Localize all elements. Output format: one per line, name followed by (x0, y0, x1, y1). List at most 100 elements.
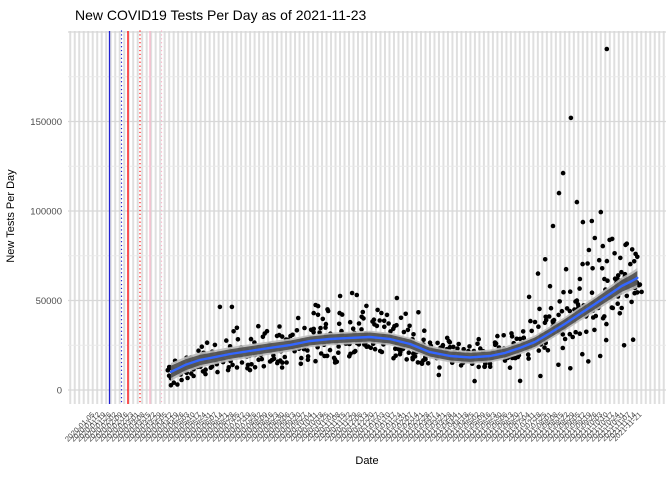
scatter-point (630, 337, 636, 343)
scatter-point (447, 344, 453, 350)
scatter-point (284, 360, 289, 365)
event-lines (108, 30, 163, 405)
scatter-point (574, 199, 580, 205)
scatter-point (245, 362, 251, 368)
scatter-point (603, 337, 609, 343)
scatter-point (249, 362, 254, 367)
scatter-point (585, 261, 590, 266)
scatter-point (584, 329, 589, 335)
scatter-point (252, 365, 258, 370)
scatter-point (354, 292, 360, 298)
scatter-point (323, 321, 329, 327)
scatter-point (264, 328, 270, 334)
scatter-point (610, 305, 616, 311)
scatter-point (467, 344, 472, 349)
scatter-point (476, 364, 482, 370)
scatter-point (529, 328, 534, 334)
scatter-point (259, 356, 265, 362)
scatter-point (501, 333, 507, 338)
scatter-point (185, 375, 190, 381)
scatter-point (275, 360, 280, 366)
scatter-point (637, 282, 643, 287)
scatter-point (509, 334, 515, 339)
scatter-point (580, 219, 586, 225)
scatter-point (277, 324, 282, 329)
scatter-point (318, 351, 324, 356)
scatter-point (393, 353, 399, 359)
scatter-point (175, 382, 180, 387)
scatter-point (495, 333, 500, 339)
scatter-point (404, 357, 410, 362)
scatter-point (461, 346, 467, 352)
scatter-point (398, 315, 404, 321)
scatter-point (604, 46, 610, 52)
scatter-point (435, 340, 440, 346)
scatter-point (248, 336, 254, 342)
scatter-point (269, 357, 275, 363)
scatter-point (311, 326, 317, 332)
y-axis-tick-labels: 0 50000 100000 150000 (30, 117, 62, 397)
scatter-point (339, 312, 345, 317)
scatter-point (528, 318, 533, 324)
scatter-point (379, 310, 384, 316)
scatter-point (493, 341, 499, 346)
scatter-point (203, 367, 208, 373)
scatter-point (635, 290, 640, 295)
scatter-point (547, 283, 553, 289)
scatter-point (199, 344, 205, 350)
y-tick-label: 100000 (30, 207, 62, 218)
scatter-point (598, 209, 604, 215)
scatter-point (349, 290, 355, 296)
scatter-point (577, 286, 582, 291)
y-tick-label: 150000 (30, 117, 62, 128)
scatter-point (538, 373, 543, 379)
scatter-point (229, 304, 235, 310)
y-tick-label: 50000 (36, 296, 62, 307)
scatter-point (364, 303, 369, 309)
scatter-point (597, 353, 603, 359)
scatter-point (619, 269, 624, 275)
scatter-point (520, 329, 526, 334)
scatter-point (325, 307, 330, 312)
scatter-point (559, 308, 565, 314)
scatter-point (580, 351, 585, 357)
scatter-point (311, 310, 317, 316)
scatter-point (336, 350, 341, 356)
scatter-point (224, 338, 229, 343)
scatter-point (299, 355, 304, 361)
scatter-point (629, 247, 635, 252)
scatter-point (191, 373, 196, 379)
scatter-point (311, 330, 316, 335)
scatter-point (290, 332, 295, 338)
scatter-point (239, 360, 245, 365)
scatter-point (401, 329, 407, 335)
scatter-point (351, 349, 357, 355)
scatter-point (407, 323, 412, 329)
scatter-point (476, 336, 482, 342)
scatter-point (437, 365, 442, 370)
scatter-point (589, 290, 595, 296)
scatter-point (359, 327, 364, 332)
scatter-point (411, 332, 416, 337)
scatter-point (423, 357, 428, 362)
scatter-point (455, 346, 460, 351)
scatter-point (336, 344, 341, 349)
scatter-point (305, 348, 310, 353)
scatter-point (226, 365, 232, 370)
scatter-point (560, 345, 566, 351)
scatter-point (375, 307, 380, 313)
scatter-point (487, 361, 493, 367)
scatter-point (394, 295, 400, 301)
scatter-point (550, 223, 556, 229)
scatter-point (586, 247, 592, 253)
scatter-point (212, 342, 218, 348)
scatter-point (444, 335, 450, 341)
scatter-point (348, 351, 353, 357)
scatter-point (619, 305, 624, 311)
scatter-point (570, 334, 575, 340)
scatter-point (279, 365, 285, 370)
scatter-point (507, 365, 513, 371)
scatter-point (629, 299, 634, 305)
scatter-point (542, 320, 548, 326)
